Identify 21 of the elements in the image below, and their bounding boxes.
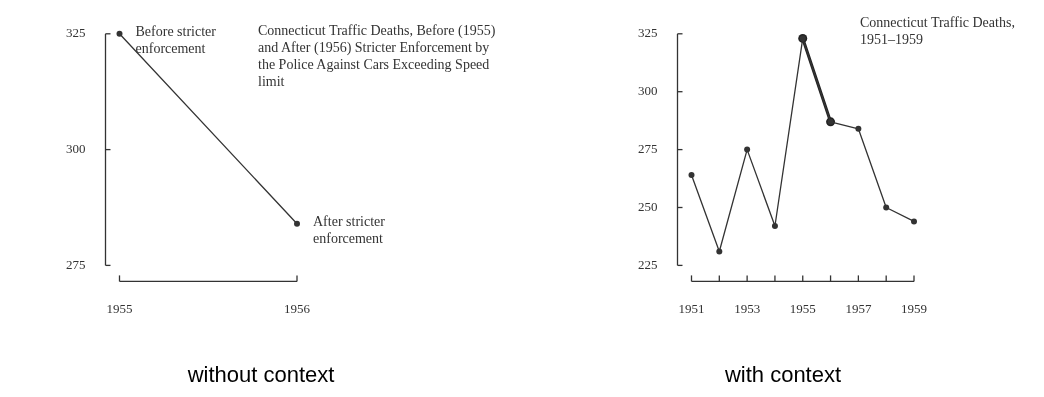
annotation: Before stricter enforcement xyxy=(135,24,217,57)
x-tick-label: 1957 xyxy=(845,300,872,316)
text: Connecticut Traffic Deaths, Before (1955) and After (1956) Stricter Enforcement by the Police Against Cars Exceeding Speed limit xyxy=(258,22,497,90)
x-tick-label: 1955 xyxy=(106,300,133,316)
x-tick-label: 1956 xyxy=(284,300,311,316)
x-tick-label: 1953 xyxy=(734,300,761,316)
y-tick-label: 300 xyxy=(638,83,658,99)
y-tick-label: 225 xyxy=(638,256,658,272)
text: with context xyxy=(723,362,843,388)
y-tick-label: 325 xyxy=(66,25,86,41)
x-tick-label: 1951 xyxy=(678,300,705,316)
x-tick-label: 1955 xyxy=(789,300,816,316)
chart-title: Connecticut Traffic Deaths, 1951–1959 xyxy=(860,14,1016,48)
annotation: After stricter enforcement xyxy=(313,214,386,247)
text: without context xyxy=(186,362,336,388)
y-tick-label: 275 xyxy=(66,256,86,272)
y-tick-label: 250 xyxy=(638,198,658,214)
y-tick-label: 275 xyxy=(638,141,658,157)
x-tick-label: 1959 xyxy=(901,300,927,316)
y-tick-label: 325 xyxy=(638,25,658,41)
y-tick-label: 300 xyxy=(66,141,86,157)
